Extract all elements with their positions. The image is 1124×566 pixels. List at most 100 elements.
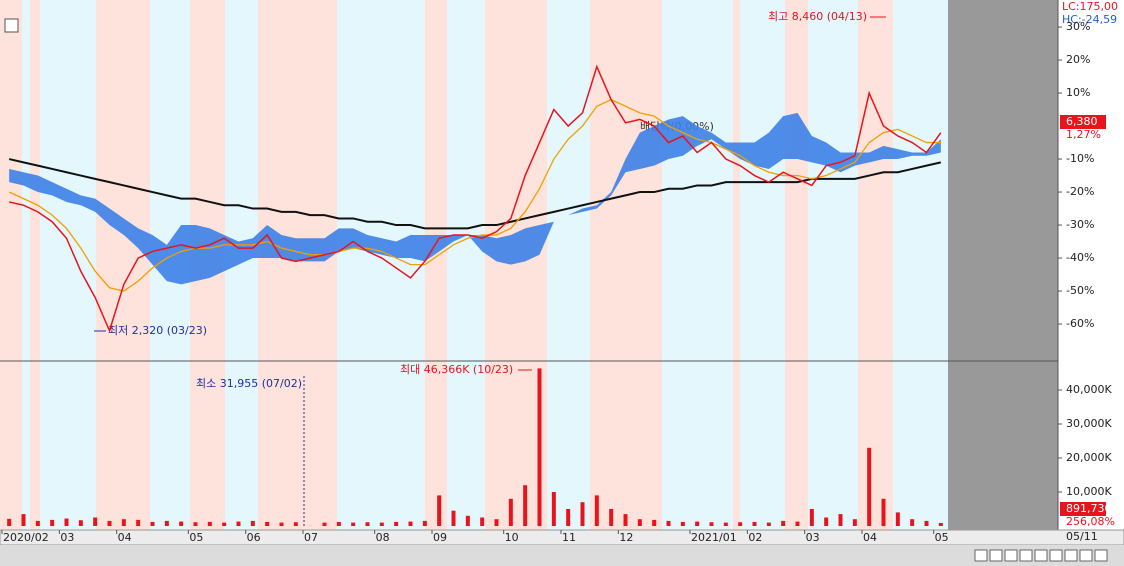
x-tick-label: 10 xyxy=(505,531,519,544)
hc-label: HC:-24,59 xyxy=(1062,13,1117,26)
price-line xyxy=(8,64,942,333)
max-label: 최대 46,366K (10/23) xyxy=(400,363,513,376)
volume-bar xyxy=(566,508,571,526)
last-date: 05/11 xyxy=(1066,530,1098,543)
volume-bar xyxy=(924,520,929,526)
ichimoku-cloud xyxy=(9,112,941,285)
volume-bar xyxy=(537,368,542,526)
lc-label: LC:175,00 xyxy=(1062,0,1118,13)
volume-bar xyxy=(179,521,184,526)
x-tick-label: 03 xyxy=(806,531,820,544)
y-tick-label: 40,000K xyxy=(1066,383,1112,396)
volume-bar xyxy=(35,520,40,526)
settings-icon[interactable] xyxy=(4,18,19,33)
x-tick-label: 04 xyxy=(863,531,877,544)
volume-bar xyxy=(379,522,384,526)
volume-bar xyxy=(609,508,614,526)
low-label: 최저 2,320 (03/23) xyxy=(108,324,207,337)
min-label: 최소 31,955 (07/02) xyxy=(196,377,302,390)
volume-bar xyxy=(121,519,126,526)
x-tick-label: 11 xyxy=(562,531,576,544)
ratio-label: 256,08% xyxy=(1066,515,1115,528)
price-label: 6,380 xyxy=(1066,115,1098,128)
x-tick-label: 05 xyxy=(189,531,203,544)
volume-bar xyxy=(78,520,83,526)
volume-bar xyxy=(193,522,198,526)
y-tick-label: -20% xyxy=(1066,185,1094,198)
volume-bar xyxy=(895,512,900,526)
volume-bar xyxy=(809,508,814,526)
volume-bar xyxy=(494,519,499,526)
volume-bar xyxy=(250,520,255,526)
x-tick-label: 12 xyxy=(619,531,633,544)
volume-bar xyxy=(293,522,298,526)
volume-bar xyxy=(867,447,872,526)
volume-bar xyxy=(881,498,886,526)
volume-bar xyxy=(666,520,671,526)
y-tick-label: 20,000K xyxy=(1066,451,1112,464)
future-area xyxy=(948,0,1058,530)
y-tick-label: 10% xyxy=(1066,86,1090,99)
volume-bar xyxy=(164,520,169,526)
volume-bar xyxy=(551,491,556,526)
volume-bar xyxy=(637,519,642,526)
volume-bar xyxy=(738,522,743,526)
y-tick-label: 10,000K xyxy=(1066,485,1112,498)
y-tick-label: 20% xyxy=(1066,53,1090,66)
volume-bar xyxy=(107,520,112,526)
volume-bar xyxy=(766,522,771,526)
x-tick-label: 02 xyxy=(748,531,762,544)
y-tick-label: 30% xyxy=(1066,20,1090,33)
volume-box xyxy=(1060,502,1106,516)
x-tick-label: 05 xyxy=(935,531,949,544)
price-line xyxy=(8,158,942,230)
volume-bar xyxy=(508,498,513,526)
x-tick-label: 03 xyxy=(60,531,74,544)
y-tick-label: -50% xyxy=(1066,284,1094,297)
volume-bar xyxy=(422,520,427,526)
toolbar-icons xyxy=(974,549,1108,562)
volume-bar xyxy=(781,520,786,526)
x-tick-label: 08 xyxy=(376,531,390,544)
volume-bar xyxy=(236,521,241,526)
volume-bar xyxy=(680,521,685,526)
volume-bar xyxy=(709,522,714,526)
volume-bar xyxy=(336,521,341,526)
volume-bar xyxy=(21,514,26,526)
high-label: 최고 8,460 (04/13) xyxy=(768,10,867,23)
volume-bar xyxy=(480,517,485,526)
volume-bar xyxy=(64,518,69,526)
volume-bar xyxy=(824,517,829,526)
volume-bar xyxy=(623,514,628,526)
volume-bar xyxy=(652,519,657,526)
volume-bar xyxy=(437,495,442,526)
volume-bar xyxy=(150,521,155,526)
volume-bar xyxy=(394,521,399,526)
toolbar xyxy=(0,545,1124,566)
volume-bar xyxy=(7,518,12,526)
y-tick-label: -40% xyxy=(1066,251,1094,264)
volume-bar xyxy=(136,519,141,526)
volume-bar xyxy=(222,522,227,526)
x-tick-label: 2020/02 xyxy=(3,531,49,544)
volume-bar xyxy=(365,522,370,526)
volume-bar xyxy=(795,521,800,526)
volume-bar xyxy=(322,522,327,526)
x-tick-label: 07 xyxy=(304,531,318,544)
x-tick-label: 09 xyxy=(433,531,447,544)
volume-bar xyxy=(93,517,98,526)
volume-bar xyxy=(279,522,284,526)
volume-bar xyxy=(938,522,943,526)
volume-bar xyxy=(207,521,212,526)
price-box xyxy=(1060,115,1106,129)
y-tick-label: 30,000K xyxy=(1066,417,1112,430)
y-tick-label: -10% xyxy=(1066,152,1094,165)
x-tick-label: 04 xyxy=(118,531,132,544)
volume-bar xyxy=(451,510,456,526)
volume-bar xyxy=(465,515,470,526)
volume-bar xyxy=(910,519,915,526)
volume-bar xyxy=(523,485,528,526)
y-tick-label: -30% xyxy=(1066,218,1094,231)
volume-bar xyxy=(723,522,728,526)
